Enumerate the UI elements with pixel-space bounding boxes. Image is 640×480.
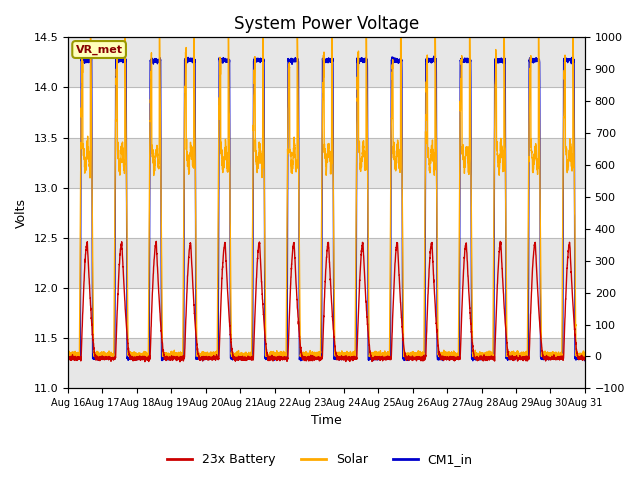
X-axis label: Time: Time — [311, 414, 342, 427]
Title: System Power Voltage: System Power Voltage — [234, 15, 419, 33]
Bar — [68, 37, 585, 87]
Y-axis label: Volts: Volts — [15, 198, 28, 228]
Bar — [68, 338, 585, 388]
Text: VR_met: VR_met — [76, 44, 123, 55]
Bar — [68, 138, 585, 188]
Bar — [68, 238, 585, 288]
Legend: 23x Battery, Solar, CM1_in: 23x Battery, Solar, CM1_in — [163, 448, 477, 471]
